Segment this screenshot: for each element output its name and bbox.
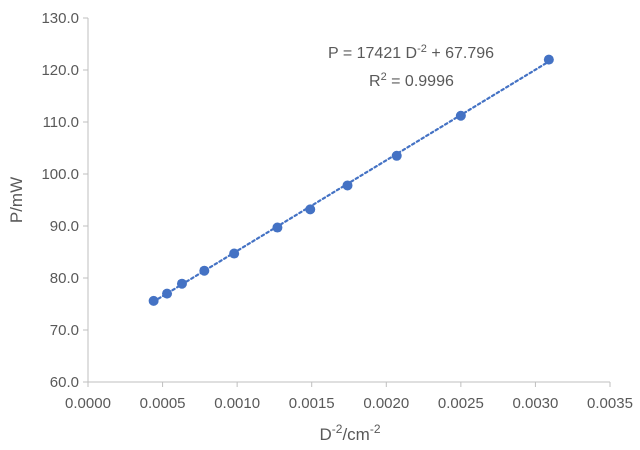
r2-value: = 0.9996 <box>387 73 454 90</box>
y-tick-label: 110.0 <box>43 114 79 131</box>
data-point <box>229 248 240 259</box>
y-tick-label: 70.0 <box>50 322 79 339</box>
x-tick-label: 0.0020 <box>363 395 409 412</box>
x-tick-label: 0.0030 <box>512 395 558 412</box>
x-axis-title-exp1: -2 <box>332 422 343 436</box>
x-axis-title-exp2: -2 <box>370 422 381 436</box>
equation-prefix: P = 17421 D <box>328 45 417 62</box>
axes <box>87 18 610 383</box>
x-axis-title: D-2/cm-2 <box>319 422 380 444</box>
x-tick-label: 0.0005 <box>140 395 186 412</box>
data-point <box>176 278 187 289</box>
r2-main: R <box>369 73 381 90</box>
x-axis-title-main: D <box>319 425 331 444</box>
y-tick-label: 90.0 <box>50 218 79 235</box>
trendline-group <box>152 60 550 303</box>
trendline-equation: P = 17421 D-2 + 67.796 <box>328 43 494 62</box>
equation-suffix: + 67.796 <box>427 45 494 62</box>
data-point <box>199 265 210 276</box>
x-axis-title-mid: /cm <box>342 425 369 444</box>
data-point <box>148 295 159 306</box>
y-tick-labels: 60.0 70.0 80.0 90.0 100.0 110.0 120.0 130.0 <box>41 10 88 391</box>
linear-trendline <box>152 60 550 303</box>
y-axis-title: P/mW <box>7 177 26 223</box>
data-point <box>342 180 353 191</box>
y-tick-label: 80.0 <box>50 270 79 287</box>
x-tick-label: 0.0010 <box>214 395 260 412</box>
data-points <box>148 54 554 306</box>
data-point <box>162 288 173 299</box>
x-tick-label: 0.0035 <box>587 395 633 412</box>
x-tick-labels: 0.0000 0.0005 0.0010 0.0015 0.0020 0.0025 0.00… <box>65 382 633 412</box>
x-tick-label: 0.0025 <box>438 395 484 412</box>
y-tick-label: 120.0 <box>41 62 79 79</box>
data-point <box>543 54 554 65</box>
data-point <box>272 222 283 233</box>
data-point <box>455 110 466 121</box>
r2-exponent: 2 <box>381 71 387 83</box>
data-point <box>391 150 402 161</box>
y-tick-label: 100.0 <box>41 166 79 183</box>
y-axis-title-text: P/mW <box>7 177 26 223</box>
x-tick-label: 0.0015 <box>289 395 335 412</box>
data-point <box>305 204 316 215</box>
equation-exponent: -2 <box>417 43 427 55</box>
y-tick-label: 130.0 <box>41 10 79 27</box>
y-tick-label: 60.0 <box>50 374 79 391</box>
r-squared-label: R2 = 0.9996 <box>369 71 454 90</box>
x-tick-label: 0.0000 <box>65 395 111 412</box>
